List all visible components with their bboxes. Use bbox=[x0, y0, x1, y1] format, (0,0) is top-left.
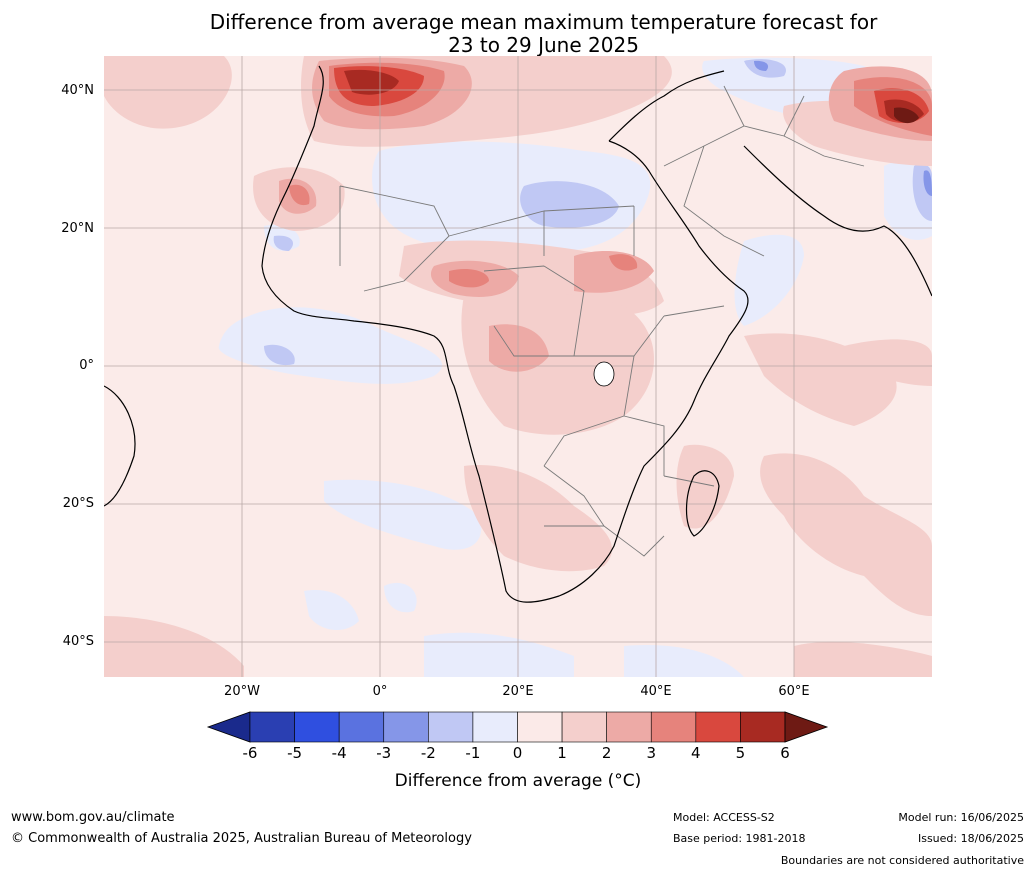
colorbar-segment bbox=[695, 711, 741, 743]
colorbar-segment bbox=[383, 711, 429, 743]
longitude-label: 40°E bbox=[640, 684, 672, 699]
colorbar-segment bbox=[561, 711, 607, 743]
colorbar-extension-high bbox=[784, 711, 829, 743]
coastlines bbox=[104, 65, 932, 603]
colorbar-tick-label: -6 bbox=[242, 744, 258, 762]
hottest-anomaly-core bbox=[894, 107, 919, 124]
colorbar-tick-label: 5 bbox=[735, 744, 746, 762]
model-run-date: Model run: 16/06/2025 bbox=[898, 811, 1024, 824]
latitude-label: 40°N bbox=[61, 83, 94, 98]
colorbar-segment bbox=[338, 711, 385, 743]
colorbar-segment bbox=[472, 711, 518, 743]
map-title-line-1: Difference from average mean maximum tem… bbox=[209, 10, 878, 34]
latitude-label: 20°N bbox=[61, 221, 94, 236]
latitude-label: 20°S bbox=[62, 496, 94, 511]
longitude-label: 60°E bbox=[778, 684, 810, 699]
graticule bbox=[104, 56, 932, 677]
longitude-label: 0° bbox=[372, 684, 388, 699]
colorbar-tick-label: 4 bbox=[691, 744, 701, 762]
colorbar-tick-label: 3 bbox=[646, 744, 657, 762]
colorbar-segment bbox=[650, 711, 697, 743]
latitude-label: 0° bbox=[79, 358, 94, 373]
website-url: www.bom.gov.au/climate bbox=[11, 810, 175, 825]
colorbar-tick-label: -3 bbox=[376, 744, 392, 762]
strongest-cool-anomaly bbox=[754, 60, 932, 196]
colorbar-extension-low bbox=[206, 711, 251, 743]
country-borders bbox=[339, 85, 865, 557]
colorbar-tick-label: -4 bbox=[331, 744, 347, 762]
base-period: Base period: 1981-2018 bbox=[673, 832, 806, 845]
colorbar-tick-label: 2 bbox=[601, 744, 612, 762]
strong-cool-anomaly-regions bbox=[264, 59, 932, 366]
map-title-line-2: 23 to 29 June 2025 bbox=[448, 33, 639, 57]
colorbar-label: Difference from average (°C) bbox=[394, 771, 642, 791]
copyright-notice: © Commonwealth of Australia 2025, Austra… bbox=[11, 831, 472, 846]
colorbar-segment bbox=[249, 711, 295, 743]
colorbar-tick-label: 0 bbox=[512, 744, 523, 762]
temperature-anomaly-map bbox=[104, 56, 932, 677]
lakes bbox=[593, 361, 615, 387]
latitude-label: 40°S bbox=[62, 634, 94, 649]
issued-date: Issued: 18/06/2025 bbox=[917, 832, 1024, 845]
longitude-label: 20°E bbox=[502, 684, 534, 699]
longitude-label: 20°W bbox=[224, 684, 260, 699]
colorbar-tick-label: -2 bbox=[420, 744, 436, 762]
colorbar bbox=[206, 711, 829, 743]
colorbar-tick-label: 1 bbox=[557, 744, 567, 762]
colorbar-segment bbox=[606, 711, 652, 743]
colorbar-segment bbox=[517, 711, 563, 743]
colorbar-tick-label: -5 bbox=[287, 744, 303, 762]
colorbar-segment bbox=[428, 711, 474, 743]
colorbar-tick-label: -1 bbox=[465, 744, 481, 762]
colorbar-tick-label: 6 bbox=[780, 744, 790, 762]
colorbar-segment bbox=[740, 711, 786, 743]
model-name: Model: ACCESS-S2 bbox=[673, 811, 775, 824]
colorbar-segment bbox=[294, 711, 340, 743]
boundaries-disclaimer: Boundaries are not considered authoritat… bbox=[780, 854, 1024, 867]
